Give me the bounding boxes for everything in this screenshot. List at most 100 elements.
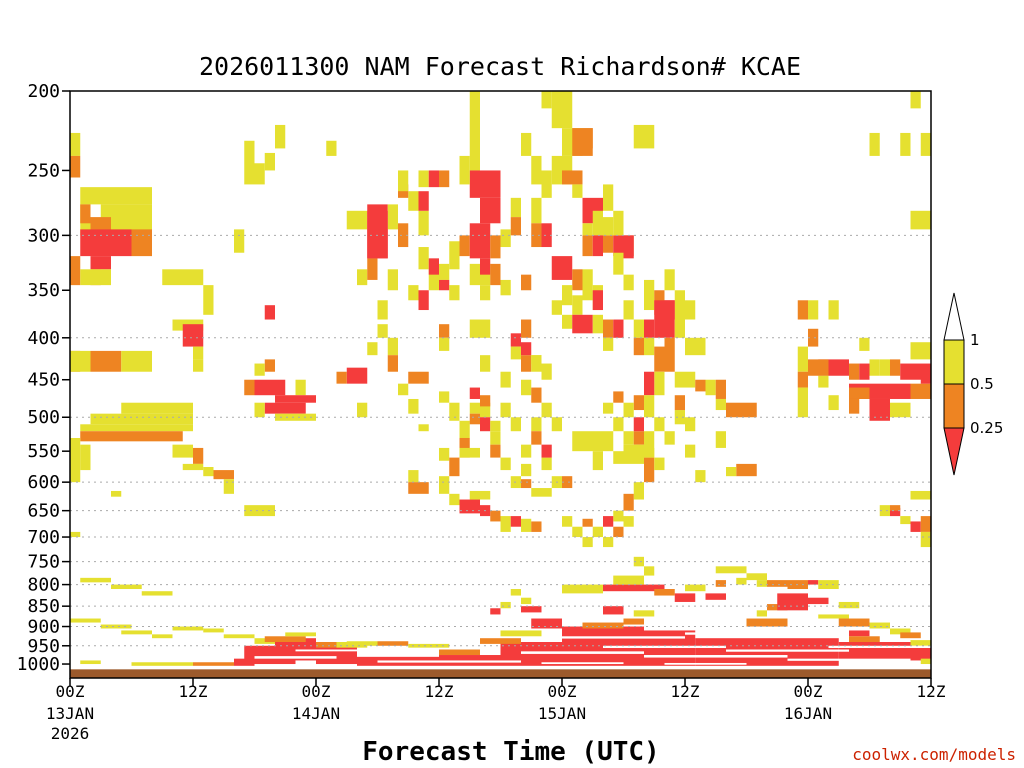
ri-cell [439,649,480,656]
ri-cell [408,285,419,301]
ri-cell [336,371,347,384]
ri-cell [613,575,644,585]
ri-gap [685,632,808,635]
y-tick-label: 600 [27,472,60,493]
ri-cell [510,346,521,360]
ri-cell [357,402,368,418]
ri-cell [480,417,491,432]
ri-cell [521,379,532,396]
ri-cell [521,479,532,489]
ri-cell [418,290,429,311]
ri-cell [838,618,870,627]
y-tick-label: 250 [27,160,60,181]
ri-cell [644,566,655,576]
y-tick-label: 900 [27,617,60,638]
ri-cell [254,379,286,396]
ri-cell [551,417,562,432]
y-tick-label: 450 [27,370,60,391]
ri-cell [234,229,245,253]
ri-cell [490,235,501,259]
ri-cell [121,402,193,414]
ri-cell [121,630,152,635]
ri-cell [685,584,706,592]
ri-cell [408,371,429,384]
ri-cell [80,660,101,665]
ri-cell [828,395,839,411]
ri-cell [890,628,911,635]
ri-cell [398,383,409,396]
ri-cell [377,641,409,646]
ri-cell [152,634,173,639]
ri-cell [797,387,808,418]
ri-cell [859,363,870,380]
ri-cell [644,630,696,666]
ri-cell [890,507,901,517]
ri-cell [459,235,470,257]
ri-cell [449,457,460,477]
ri-gap [603,645,726,649]
ri-cell [531,355,542,364]
ri-cell [613,391,624,403]
ri-cell [654,346,665,372]
ri-cell [480,355,491,372]
ri-cell [777,593,808,611]
ri-cell [500,371,511,388]
ri-cell [797,346,808,372]
ri-cell [890,359,901,376]
ri-cell [582,269,593,301]
ri-cell [500,229,511,248]
ri-cell [746,573,767,581]
ri-cell [398,170,409,192]
ri-cell [644,431,655,458]
ri-cell [531,431,542,445]
ri-cell [428,269,439,291]
ri-cell [726,467,737,477]
ri-cell [849,398,860,414]
x-tick-label: 00Z [794,682,823,701]
ri-cell [572,314,593,334]
ri-cell [254,163,265,185]
ri-cell [244,140,255,185]
ri-cell [633,417,644,432]
ri-cell [613,252,624,275]
ri-cell [572,295,583,315]
ri-cell [203,467,214,477]
ri-cell [131,662,193,666]
ri-cell [582,537,593,548]
ri-gap [541,662,624,665]
ri-cell [726,402,757,418]
ri-gap [295,649,378,652]
ri-cell [797,300,808,320]
ri-cell [510,589,521,596]
ri-cell [500,630,542,637]
ri-cell [387,337,398,356]
ri-cell [490,510,501,522]
ri-cell [715,379,726,399]
y-tick-label: 350 [27,280,60,301]
ri-cell [910,647,931,661]
ri-cell [541,91,552,109]
ri-cell [439,170,450,188]
ri-cell [879,505,890,517]
legend-label-0-5: 0.5 [970,375,994,393]
ri-cell [387,269,398,291]
ri-cell [469,387,480,399]
ri-cell [521,444,532,458]
ri-cell [746,618,788,627]
ri-cell [623,402,634,418]
ri-cell [623,444,644,464]
ri-cell [131,229,152,257]
ri-cell [531,197,542,224]
ri-cell [459,447,480,458]
ri-cell [644,447,655,458]
ri-cell [480,638,521,644]
ri-cell [562,170,583,185]
ri-cell [70,531,81,538]
ri-cell [633,395,644,411]
ri-cell [490,420,501,432]
ri-cell [900,132,911,156]
ri-cell [193,662,234,666]
ri-gap [664,662,747,665]
ri-cell [715,398,726,411]
ri-cell [521,606,542,613]
